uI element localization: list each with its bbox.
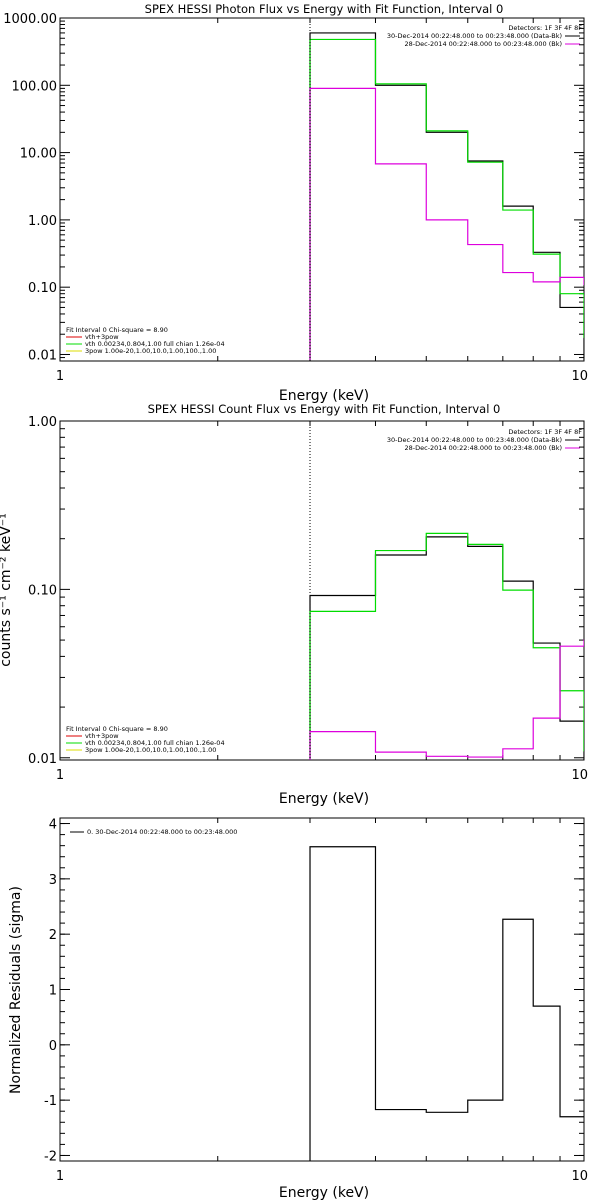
photon-flux-data-histogram <box>309 32 584 361</box>
photon-flux-xlabel: Energy (keV) <box>279 388 369 404</box>
photon-flux-fit-legend-entry: Fit Interval 0 Chi-square = 8.90 <box>66 326 168 334</box>
photon-flux-x-tick-label: 10 <box>571 369 588 384</box>
photon-flux-fit-histogram <box>309 38 584 361</box>
count-flux-axes: 1 10 0.01 0.10 1.00 <box>28 415 588 783</box>
count-flux-legend-bk: 28-Dec-2014 00:22:48.000 to 00:23:48.000… <box>405 444 563 452</box>
residuals-panel: 1 10 -2 -1 0 1 2 3 4 Energy (keV) Normalized Res… <box>8 817 588 1200</box>
count-flux-fit-histogram <box>309 532 584 760</box>
residuals-y-tick-label: 0 <box>49 1039 57 1054</box>
residuals-axes: 1 10 -2 -1 0 1 2 3 4 <box>44 818 588 1184</box>
count-flux-series <box>309 421 584 760</box>
photon-flux-legend-bk: 28-Dec-2014 00:22:48.000 to 00:23:48.000… <box>405 40 563 48</box>
count-flux-fit-legend-entry: 3pow 1.00e-20,1.00,10.0,1.00,100.,1.00 <box>85 746 216 754</box>
count-flux-ylabel: counts s⁻¹ cm⁻² keV⁻¹ <box>0 513 14 667</box>
residuals-legend: 0. 30-Dec-2014 00:22:48.000 to 00:23:48.… <box>87 828 237 836</box>
photon-flux-fit-legend-entry: 3pow 1.00e-20,1.00,10.0,1.00,100.,1.00 <box>85 347 216 355</box>
count-flux-x-tick-label: 10 <box>571 768 588 783</box>
photon-flux-axes: 1 10 0.01 0.10 1.00 10.00 100.00 1000.00 <box>3 12 588 384</box>
photon-flux-y-tick-label: 10.00 <box>20 147 57 162</box>
residuals-xlabel: Energy (keV) <box>279 1185 369 1200</box>
residuals-y-tick-label: 1 <box>49 984 57 999</box>
photon-flux-detectors: Detectors: 1F 3F 4F 8F <box>508 24 582 32</box>
count-flux-y-tick-label: 0.10 <box>28 583 57 598</box>
photon-flux-fit-legend: Fit Interval 0 Chi-square = 8.90vth+3pow… <box>66 326 225 355</box>
residuals-y-tick-label: -2 <box>44 1149 57 1164</box>
photon-flux-y-tick-label: 1000.00 <box>3 12 57 27</box>
residuals-x-tick-label: 1 <box>56 1169 64 1184</box>
residuals-series <box>309 846 584 1161</box>
residuals-resid-histogram <box>309 846 584 1161</box>
count-flux-y-tick-label: 1.00 <box>28 415 57 430</box>
count-flux-y-tick-label: 0.01 <box>28 752 57 767</box>
count-flux-fit-legend-entry: Fit Interval 0 Chi-square = 8.90 <box>66 725 168 733</box>
residuals-y-tick-label: 3 <box>49 873 57 888</box>
count-flux-bk-histogram <box>309 639 584 760</box>
residuals-y-tick-label: 4 <box>49 818 57 833</box>
count-flux-fit-legend-entry: vth 0.00234,0.804,1.00 full chian 1.26e-… <box>85 739 225 747</box>
count-flux-panel: SPEX HESSI Count Flux vs Energy with Fit… <box>0 402 588 807</box>
residuals-ylabel: Normalized Residuals (sigma) <box>8 886 24 1094</box>
count-flux-clipped-marks <box>309 421 584 760</box>
count-flux-legend-data: 30-Dec-2014 00:22:48.000 to 00:23:48.000… <box>387 436 562 444</box>
photon-flux-plot-frame <box>59 17 585 362</box>
photon-flux-legend-data: 30-Dec-2014 00:22:48.000 to 00:23:48.000… <box>387 32 562 40</box>
photon-flux-y-tick-label: 0.01 <box>28 348 57 363</box>
photon-flux-clipped-marks <box>309 18 584 361</box>
count-flux-detectors: Detectors: 1F 3F 4F 8F <box>508 428 582 436</box>
residuals-x-tick-label: 10 <box>571 1169 588 1184</box>
count-flux-plot-frame <box>59 420 585 761</box>
count-flux-data-histogram <box>309 536 584 760</box>
residuals-plot-frame <box>59 817 585 1162</box>
photon-flux-y-tick-label: 0.10 <box>28 281 57 296</box>
photon-flux-y-tick-label: 1.00 <box>28 214 57 229</box>
count-flux-fit-legend-entry: vth+3pow <box>85 732 119 740</box>
count-flux-xlabel: Energy (keV) <box>279 791 369 807</box>
photon-flux-title: SPEX HESSI Photon Flux vs Energy with Fi… <box>145 2 504 16</box>
photon-flux-panel: SPEX HESSI Photon Flux vs Energy with Fi… <box>3 2 588 404</box>
photon-flux-bk-histogram <box>309 87 584 361</box>
residuals-y-tick-label: 2 <box>49 928 57 943</box>
photon-flux-series <box>309 18 584 361</box>
residuals-y-tick-label: -1 <box>44 1094 57 1109</box>
count-flux-title: SPEX HESSI Count Flux vs Energy with Fit… <box>148 402 501 416</box>
photon-flux-fit-legend-entry: vth 0.00234,0.804,1.00 full chian 1.26e-… <box>85 340 225 348</box>
count-flux-x-tick-label: 1 <box>56 768 64 783</box>
photon-flux-fit-legend-entry: vth+3pow <box>85 333 119 341</box>
residuals-clipped-marks <box>309 846 584 1161</box>
count-flux-fit-legend: Fit Interval 0 Chi-square = 8.90vth+3pow… <box>66 725 225 754</box>
photon-flux-x-tick-label: 1 <box>56 369 64 384</box>
photon-flux-y-tick-label: 100.00 <box>12 79 58 94</box>
